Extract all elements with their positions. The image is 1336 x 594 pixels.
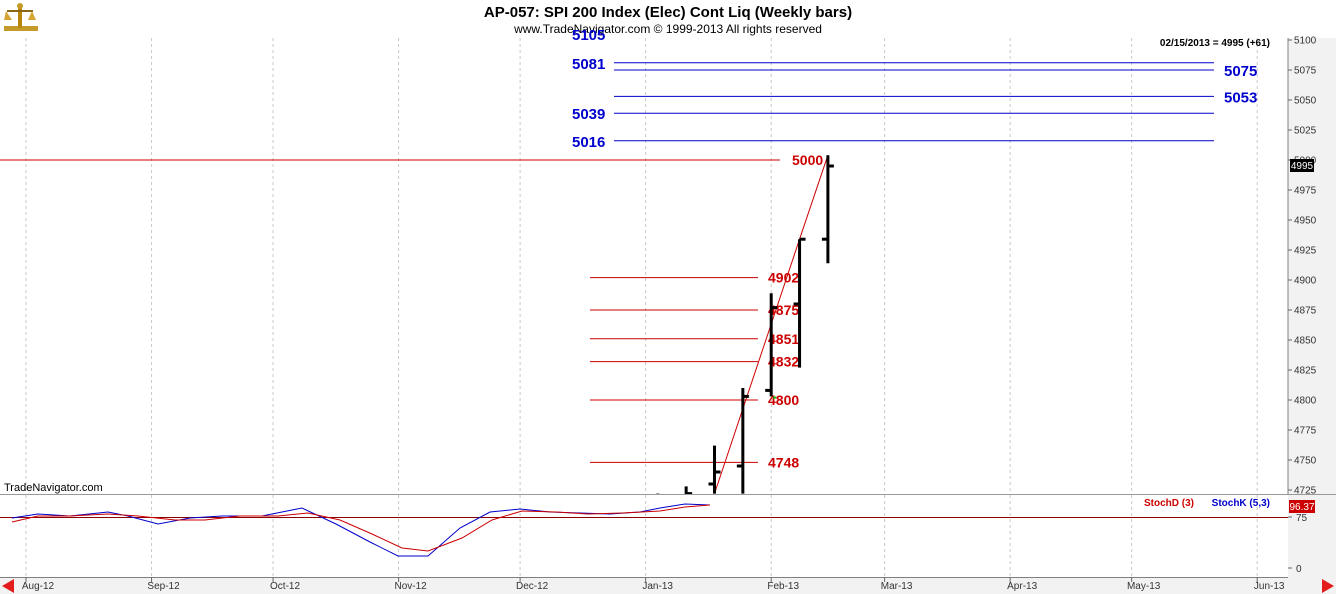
arrow-right-icon[interactable] bbox=[1322, 579, 1334, 593]
ohlc-bar bbox=[765, 293, 778, 397]
level-label-blue-right: 5053 bbox=[1224, 89, 1257, 106]
price-axis: 4725 4750 4775 4800 4825 4850 4875 4900 4925 4950… bbox=[1287, 36, 1336, 578]
time-grid bbox=[25, 38, 1258, 494]
price-axis-tick: 4975 bbox=[1294, 186, 1317, 197]
time-axis-label: Jan-13 bbox=[642, 581, 673, 592]
ohlc-bar bbox=[736, 388, 749, 494]
scales-logo-icon[interactable] bbox=[4, 3, 38, 31]
stoch-value-tag-text: 96.37 bbox=[1289, 502, 1314, 513]
level-label-blue: 5016 bbox=[572, 134, 605, 151]
level-label-red: 4832 bbox=[768, 354, 799, 370]
time-axis-label: Aug-12 bbox=[22, 581, 55, 592]
level-label-red: 4875 bbox=[768, 302, 799, 318]
stoch-value-tag bbox=[1289, 500, 1315, 513]
price-axis-tick: 4825 bbox=[1294, 366, 1317, 377]
price-panel: 5000 4902 4875 4851 4832 4800 4748 5016 5039 5081… bbox=[0, 27, 1288, 494]
price-axis-tick: 5025 bbox=[1294, 126, 1317, 137]
time-axis-label: Oct-12 bbox=[270, 581, 300, 592]
time-axis-label: Feb-13 bbox=[767, 581, 799, 592]
level-label-red: 4800 bbox=[768, 392, 799, 408]
price-axis-tick: 5100 bbox=[1294, 36, 1317, 47]
price-plot-area bbox=[0, 38, 1288, 494]
ohlc-bar bbox=[708, 445, 721, 494]
watermark: TradeNavigator.com bbox=[4, 482, 103, 494]
ohlc-bar bbox=[821, 155, 834, 264]
time-axis-label: Mar-13 bbox=[881, 581, 913, 592]
ohlc-bar bbox=[793, 237, 806, 368]
level-label-blue: 5039 bbox=[572, 106, 605, 123]
time-axis-label: Nov-12 bbox=[394, 581, 427, 592]
last-price-tag bbox=[1290, 159, 1314, 172]
time-axis-label: May-13 bbox=[1127, 581, 1161, 592]
price-axis-tick: 4750 bbox=[1294, 456, 1317, 467]
last-price-tag-text: 4995 bbox=[1291, 161, 1314, 172]
price-axis-tick: 4775 bbox=[1294, 426, 1317, 437]
price-levels: 5000 4902 4875 4851 4832 4800 4748 5016 5039 5081… bbox=[0, 27, 1257, 470]
price-axis-tick: 4900 bbox=[1294, 276, 1317, 287]
level-label-red: 4851 bbox=[768, 331, 799, 347]
level-label-blue-right: 5075 bbox=[1224, 63, 1257, 80]
price-axis-tick: 4925 bbox=[1294, 246, 1317, 257]
price-axis-tick: 5075 bbox=[1294, 66, 1317, 77]
price-axis-tick: 4875 bbox=[1294, 306, 1317, 317]
chart-subtitle: www.TradeNavigator.com © 1999-2013 All r… bbox=[513, 22, 822, 36]
time-axis-label: Sep-12 bbox=[147, 581, 180, 592]
price-axis-tick: 4800 bbox=[1294, 396, 1317, 407]
header: AP-057: SPI 200 Index (Elec) Cont Liq (W… bbox=[4, 3, 852, 36]
price-axis-tick: 5050 bbox=[1294, 96, 1317, 107]
price-axis-tick: 4950 bbox=[1294, 216, 1317, 227]
price-axis-tick: 4850 bbox=[1294, 336, 1317, 347]
level-label-red: 5000 bbox=[792, 152, 823, 168]
time-axis-label: Apr-13 bbox=[1007, 581, 1037, 592]
stochk-label: StochK (5,3) bbox=[1212, 498, 1270, 509]
arrow-left-icon[interactable] bbox=[2, 579, 14, 593]
ohlc-bars bbox=[656, 155, 834, 494]
stoch-line bbox=[11, 504, 711, 552]
time-axis: Aug-12 Sep-12 Oct-12 Nov-12 Dec-12 Jan-13 Feb-… bbox=[0, 577, 1336, 594]
chart-title: AP-057: SPI 200 Index (Elec) Cont Liq (W… bbox=[484, 4, 852, 21]
level-label-red: 4748 bbox=[768, 454, 799, 470]
info-readout: 02/15/2013 = 4995 (+61) bbox=[1160, 38, 1270, 49]
time-axis-label: Dec-12 bbox=[516, 581, 549, 592]
stochd-label: StochD (3) bbox=[1144, 498, 1194, 509]
ohlc-bar bbox=[684, 486, 693, 494]
stoch-axis-tick: 0 bbox=[1296, 564, 1302, 575]
level-label-blue: 5081 bbox=[572, 56, 605, 73]
stochastic-panel: StochD (3) StochK (5,3) 96.37 0 75 bbox=[0, 495, 1336, 577]
stoch-axis-tick: 75 bbox=[1296, 513, 1308, 524]
level-label-blue: 5105 bbox=[572, 27, 605, 44]
price-axis-tick: 4725 bbox=[1294, 486, 1317, 497]
level-label-red: 4902 bbox=[768, 270, 799, 286]
time-axis-label: Jun-13 bbox=[1254, 581, 1285, 592]
